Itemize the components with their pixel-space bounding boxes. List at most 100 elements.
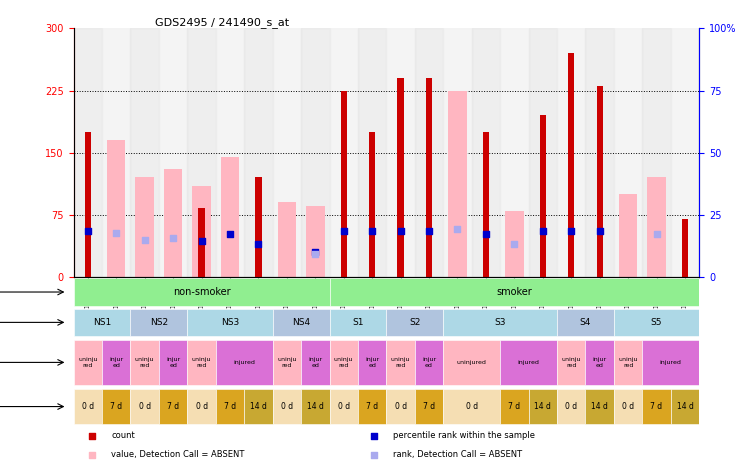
Bar	[483, 132, 489, 277]
Point	[452, 225, 464, 233]
Text: injured: injured	[517, 360, 539, 365]
Text: injur
ed: injur ed	[365, 357, 379, 368]
Bar	[597, 86, 603, 277]
Bar	[528, 28, 557, 277]
Bar	[386, 28, 415, 277]
Text: NS4: NS4	[292, 318, 310, 327]
Bar	[130, 309, 188, 336]
Bar	[643, 389, 670, 424]
Bar	[670, 389, 699, 424]
Bar	[448, 91, 467, 277]
Bar	[216, 28, 244, 277]
Text: 7 d: 7 d	[366, 402, 378, 411]
Text: count: count	[111, 431, 135, 440]
Point	[87, 451, 99, 459]
Bar	[159, 389, 188, 424]
Text: 14 d: 14 d	[591, 402, 608, 411]
Text: uninjured: uninjured	[457, 360, 486, 365]
Point	[110, 229, 122, 237]
Point	[394, 228, 406, 235]
Text: percentile rank within the sample: percentile rank within the sample	[392, 431, 534, 440]
Bar	[272, 28, 301, 277]
Bar	[358, 340, 386, 385]
Bar	[369, 132, 375, 277]
Point	[594, 228, 606, 235]
Text: NS2: NS2	[150, 318, 168, 327]
Bar	[426, 78, 432, 277]
Bar	[443, 28, 472, 277]
Text: NS3: NS3	[221, 318, 239, 327]
Text: 0 d: 0 d	[281, 402, 293, 411]
Bar	[443, 389, 500, 424]
Bar	[568, 53, 574, 277]
Text: 14 d: 14 d	[250, 402, 267, 411]
Bar	[199, 208, 205, 277]
Bar	[643, 340, 699, 385]
Text: injured: injured	[233, 360, 255, 365]
Point	[252, 240, 264, 247]
Bar	[330, 340, 358, 385]
Point	[368, 432, 380, 439]
Bar	[614, 309, 699, 336]
Bar	[358, 389, 386, 424]
Bar	[386, 389, 415, 424]
Text: injur
ed: injur ed	[422, 357, 436, 368]
Text: 7 d: 7 d	[651, 402, 662, 411]
Bar	[415, 28, 443, 277]
Text: S3: S3	[495, 318, 506, 327]
Bar	[614, 28, 643, 277]
Bar	[272, 309, 330, 336]
Bar	[130, 389, 159, 424]
Bar	[670, 28, 699, 277]
Text: S4: S4	[580, 318, 591, 327]
Bar	[130, 340, 159, 385]
Text: 0 d: 0 d	[338, 402, 350, 411]
Bar	[107, 140, 126, 277]
Text: uninju
red: uninju red	[391, 357, 411, 368]
Bar	[682, 219, 688, 277]
Point	[480, 230, 492, 237]
Bar	[415, 340, 443, 385]
Bar	[585, 340, 614, 385]
Text: rank, Detection Call = ABSENT: rank, Detection Call = ABSENT	[392, 450, 522, 459]
Text: 14 d: 14 d	[676, 402, 693, 411]
Bar	[164, 169, 183, 277]
Bar	[216, 389, 244, 424]
Bar	[159, 28, 188, 277]
Point	[565, 228, 577, 235]
Bar	[301, 340, 330, 385]
Text: injured: injured	[660, 360, 682, 365]
Text: 7 d: 7 d	[423, 402, 435, 411]
Text: 0 d: 0 d	[466, 402, 478, 411]
Bar	[386, 340, 415, 385]
Point	[196, 237, 208, 245]
Text: 7 d: 7 d	[110, 402, 122, 411]
Point	[309, 250, 321, 257]
Bar	[557, 309, 614, 336]
Bar	[102, 389, 130, 424]
Bar	[386, 309, 443, 336]
Text: 0 d: 0 d	[565, 402, 577, 411]
Text: injur
ed: injur ed	[109, 357, 124, 368]
Text: 14 d: 14 d	[307, 402, 324, 411]
Bar	[301, 389, 330, 424]
Bar	[358, 28, 386, 277]
Bar	[188, 340, 216, 385]
Text: injur
ed: injur ed	[308, 357, 322, 368]
Text: 14 d: 14 d	[534, 402, 551, 411]
Text: 7 d: 7 d	[167, 402, 179, 411]
Bar	[443, 340, 500, 385]
Text: NS1: NS1	[93, 318, 111, 327]
Bar	[272, 340, 301, 385]
Point	[224, 230, 236, 237]
Text: uninju
red: uninju red	[78, 357, 98, 368]
Bar	[74, 278, 330, 306]
Text: 7 d: 7 d	[224, 402, 236, 411]
Bar	[341, 91, 347, 277]
Text: non-smoker: non-smoker	[173, 287, 230, 297]
Bar	[74, 340, 102, 385]
Bar	[159, 340, 188, 385]
Bar	[614, 340, 643, 385]
Bar	[528, 389, 557, 424]
Bar	[619, 194, 637, 277]
